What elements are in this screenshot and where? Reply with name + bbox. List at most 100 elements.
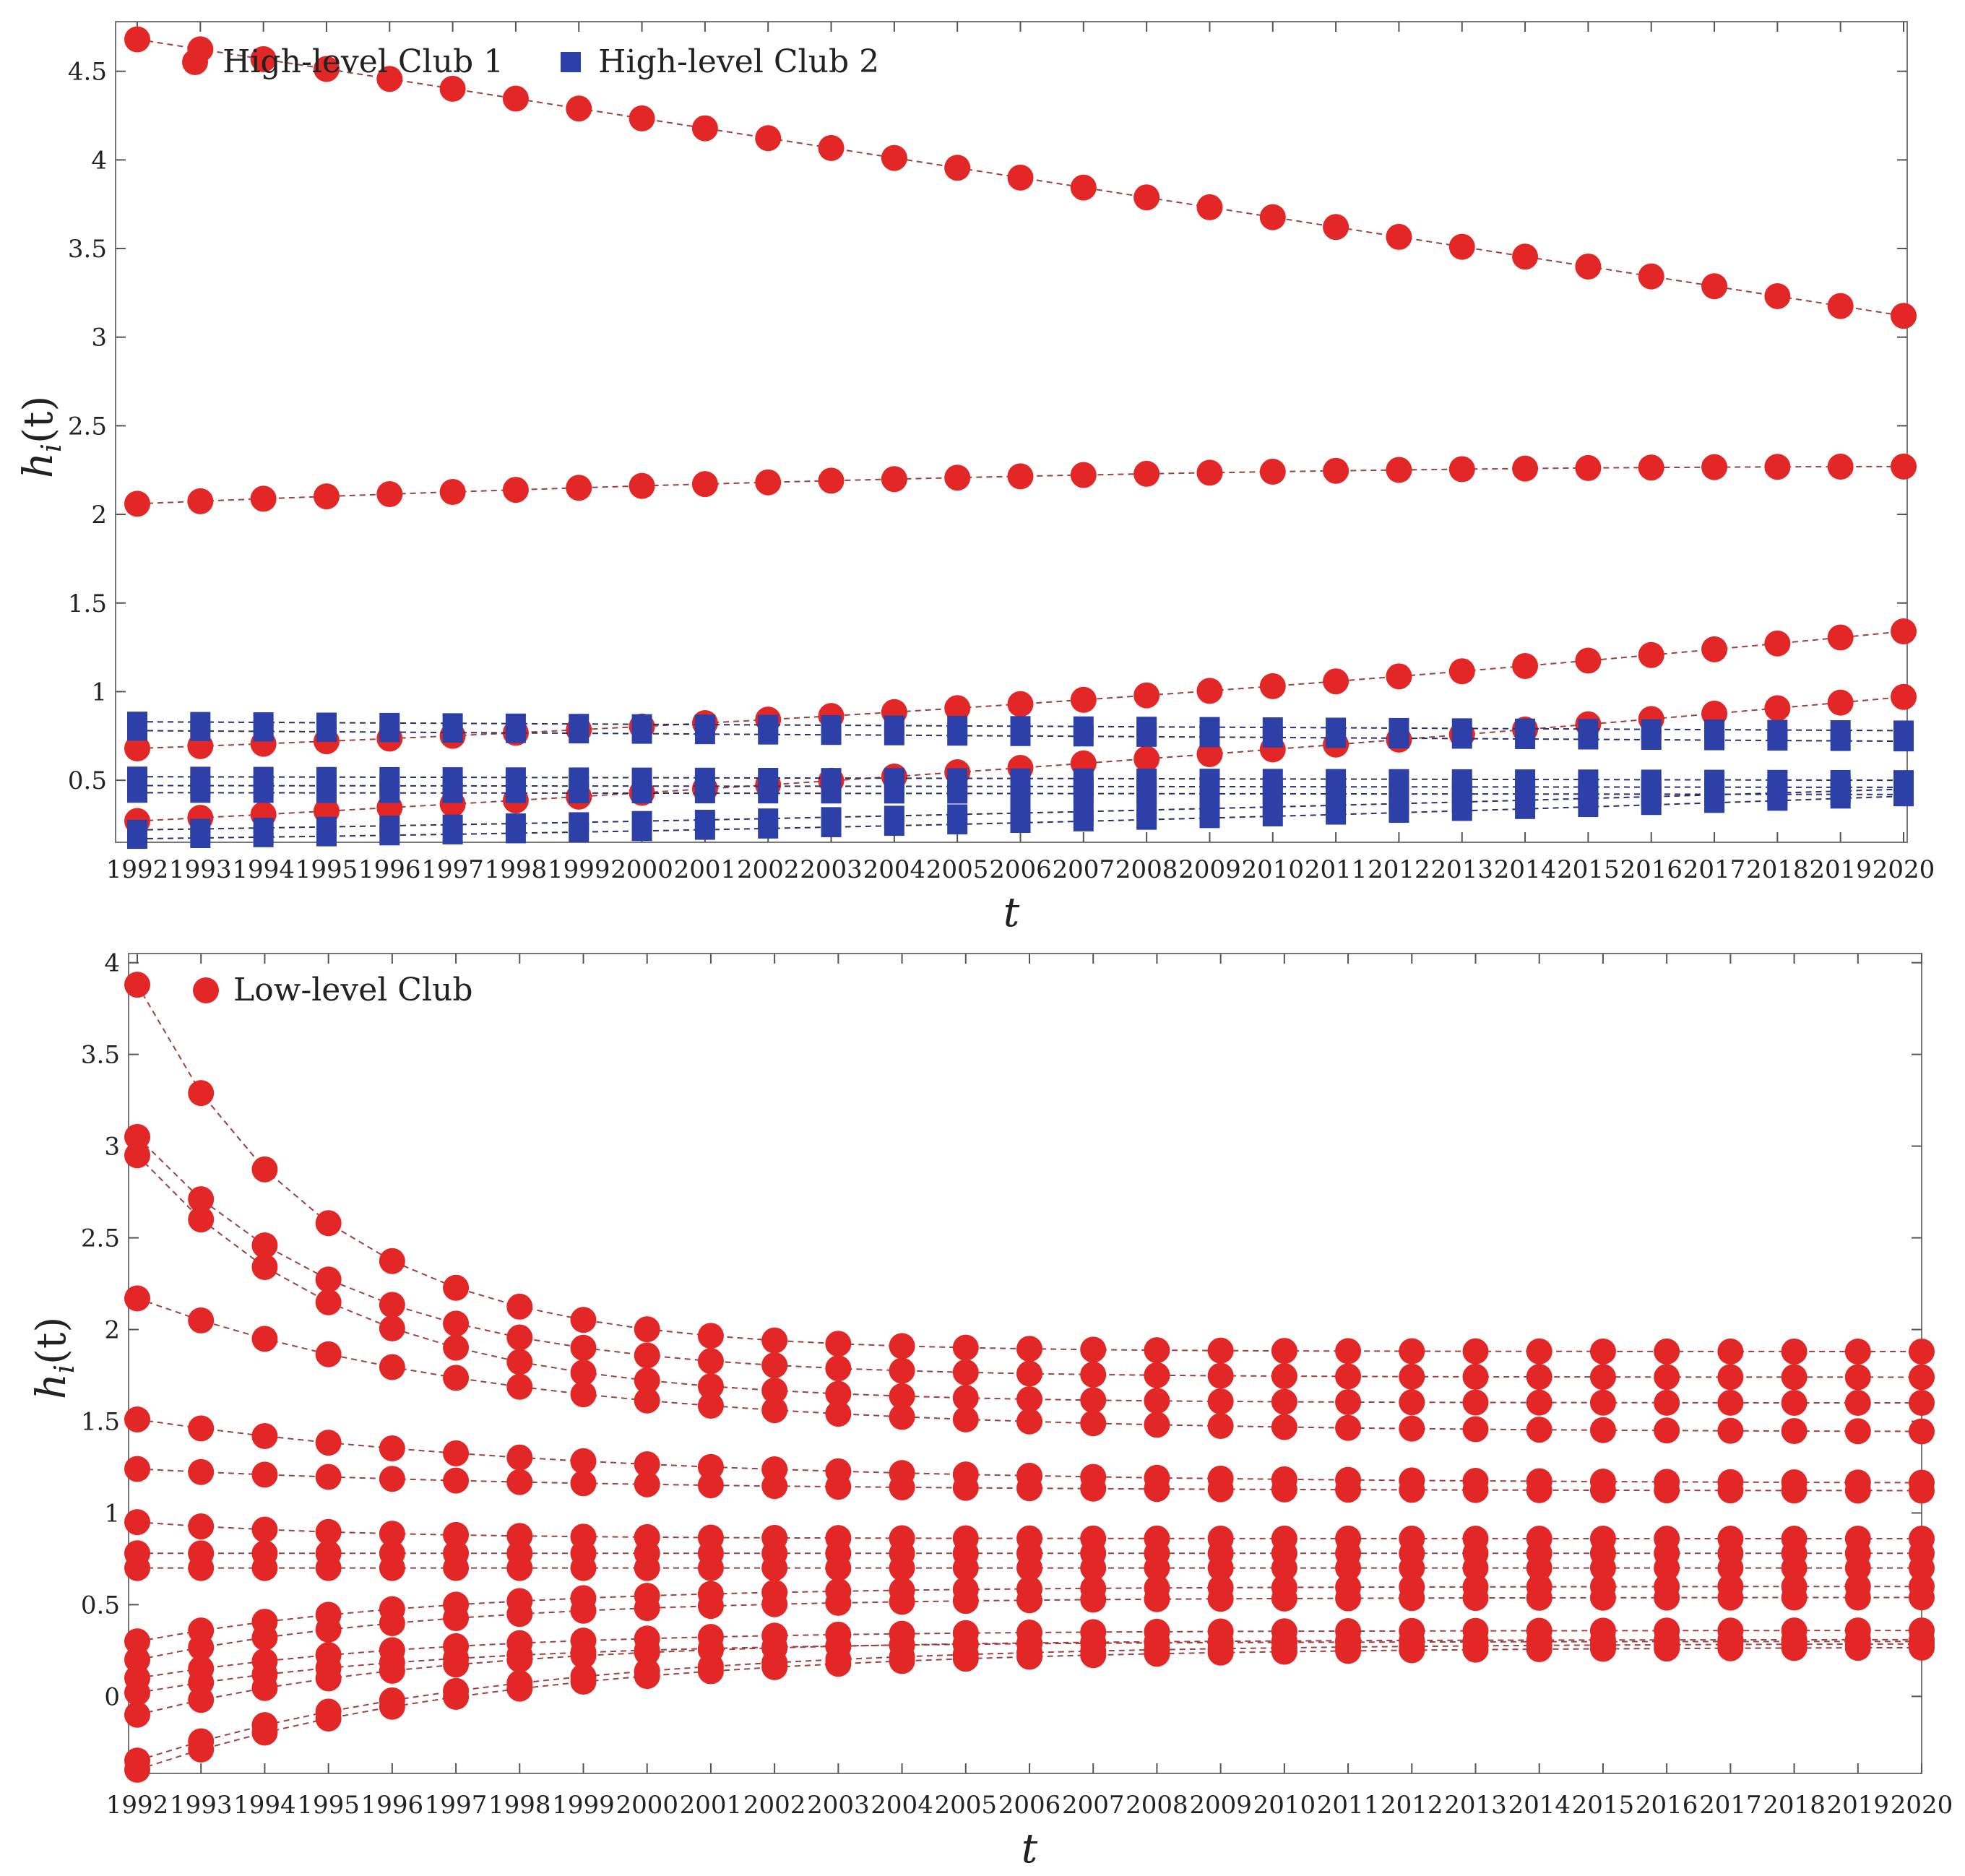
data-point-circle	[506, 1373, 533, 1400]
data-point-circle	[1196, 678, 1223, 704]
data-point-circle	[124, 972, 150, 998]
data-point-circle	[570, 1470, 597, 1497]
data-point-circle	[825, 1355, 852, 1382]
data-point-circle	[1207, 1413, 1234, 1440]
data-point-circle	[1133, 460, 1160, 487]
data-point-circle	[1007, 691, 1034, 717]
x-tick-label: 2014	[1494, 855, 1557, 884]
data-point-circle	[251, 1516, 278, 1543]
data-point-circle	[1335, 1585, 1362, 1612]
data-point-circle	[188, 1513, 215, 1540]
data-point-circle	[825, 1380, 852, 1407]
x-tick-label: 2018	[1746, 855, 1809, 884]
data-point-circle	[634, 1471, 660, 1497]
data-point-circle	[1589, 1584, 1616, 1611]
data-point-circle	[1386, 457, 1412, 483]
data-point-circle	[1335, 1388, 1362, 1415]
data-point-circle	[251, 1253, 278, 1280]
data-point-circle	[1638, 454, 1664, 481]
data-point-circle	[1654, 1417, 1680, 1444]
data-point-circle	[1207, 1639, 1234, 1666]
data-point-circle	[1589, 1338, 1616, 1365]
data-point-circle	[443, 1365, 470, 1391]
data-point-circle	[755, 469, 782, 496]
data-point-square	[1262, 727, 1283, 748]
data-point-circle	[1399, 1555, 1425, 1581]
data-point-circle	[1016, 1408, 1042, 1435]
x-tick-label: 1998	[488, 1791, 551, 1820]
data-point-circle	[889, 1357, 915, 1384]
x-tick-label: 2005	[935, 1791, 998, 1820]
data-point-circle	[570, 1334, 597, 1361]
data-point-circle	[825, 1474, 852, 1500]
data-point-circle	[1386, 663, 1412, 690]
y-tick-label: 4	[91, 146, 107, 175]
data-point-circle	[1909, 1584, 1935, 1611]
data-point-circle	[376, 66, 403, 92]
data-point-circle	[1701, 636, 1728, 662]
data-point-circle	[691, 115, 718, 142]
data-point-circle	[1701, 454, 1728, 480]
x-tick-label: 2011	[1305, 855, 1368, 884]
data-point-circle	[1827, 689, 1854, 716]
data-point-circle	[634, 1639, 660, 1666]
data-point-circle	[1638, 263, 1664, 290]
data-point-circle	[952, 1555, 979, 1581]
x-tick-label: 2016	[1620, 855, 1683, 884]
bottom-legend: Low-level Club	[193, 972, 473, 1008]
data-point-square	[442, 722, 463, 743]
x-tick-label: 2009	[1178, 855, 1241, 884]
top-x-ticks: 1992 1993 1994 1995 1996 1997 1998 1999 2000 2001…	[106, 22, 1935, 884]
data-point-square	[316, 782, 337, 803]
data-point-circle	[1335, 1477, 1362, 1503]
data-point-circle	[1207, 1388, 1234, 1415]
data-point-circle	[1016, 1475, 1042, 1502]
legend-label: High-level Club 2	[598, 43, 879, 80]
data-point-circle	[1512, 455, 1539, 482]
data-point-circle	[1016, 1587, 1042, 1614]
series-line	[137, 984, 1922, 1352]
x-tick-label: 2010	[1253, 1791, 1316, 1820]
data-point-circle	[881, 144, 907, 171]
data-point-square	[758, 818, 779, 839]
data-point-square	[1199, 808, 1220, 829]
data-point-square	[1893, 786, 1914, 807]
legend-label: High-level Club 1	[223, 43, 504, 80]
data-point-circle	[818, 134, 845, 161]
data-point-circle	[1399, 1363, 1425, 1390]
data-point-circle	[1271, 1555, 1297, 1581]
data-point-circle	[315, 1266, 342, 1293]
data-point-circle	[124, 1142, 150, 1169]
data-point-circle	[634, 1387, 660, 1414]
data-point-square	[442, 782, 463, 803]
data-point-square	[1578, 729, 1599, 750]
data-point-square	[379, 782, 400, 803]
top-x-axis-title: t	[1003, 889, 1020, 936]
data-point-circle	[188, 1186, 215, 1213]
data-point-circle	[187, 488, 214, 514]
data-point-circle	[124, 1646, 150, 1673]
data-point-circle	[1717, 1364, 1744, 1391]
data-point-circle	[1144, 1412, 1170, 1438]
data-point-circle	[697, 1593, 724, 1620]
data-point-circle	[379, 1555, 405, 1581]
data-point-square	[505, 823, 526, 844]
data-point-circle	[1781, 1555, 1808, 1581]
data-point-circle	[502, 477, 529, 503]
top-y-axis-title: hi(t)	[15, 396, 67, 478]
data-point-circle	[506, 1675, 533, 1702]
data-point-circle	[1207, 1476, 1234, 1503]
y-tick-label: 1.5	[68, 589, 107, 618]
data-point-circle	[1827, 293, 1854, 319]
data-point-square	[1199, 727, 1220, 748]
data-point-circle	[1764, 282, 1791, 309]
data-point-circle	[1526, 1338, 1552, 1365]
data-point-circle	[570, 1597, 597, 1624]
series-line	[137, 1638, 1922, 1716]
data-point-circle	[1070, 686, 1097, 713]
data-point-circle	[1575, 647, 1602, 674]
data-point-square	[127, 829, 147, 850]
data-point-square	[379, 722, 400, 743]
data-point-square	[1451, 728, 1472, 749]
data-point-circle	[1144, 1586, 1170, 1612]
